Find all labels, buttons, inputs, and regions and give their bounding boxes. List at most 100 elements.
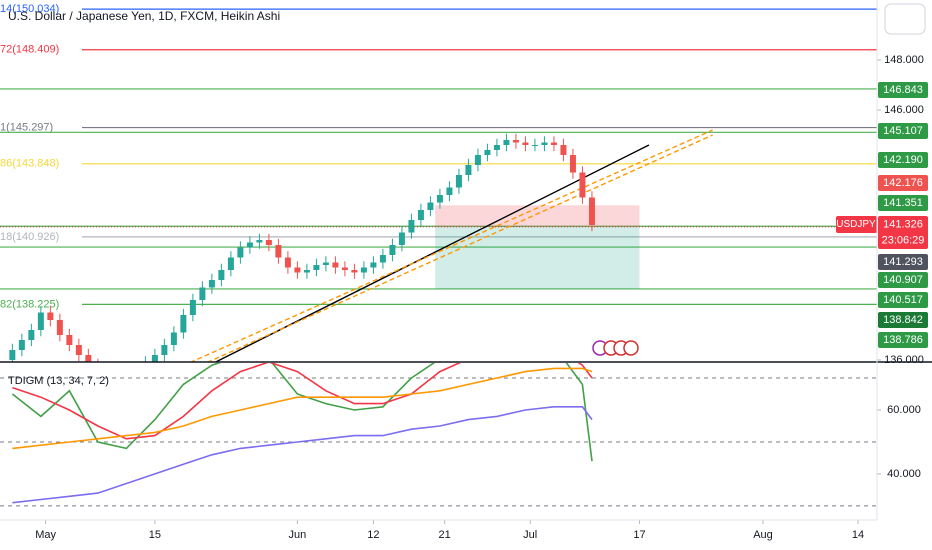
candle-body bbox=[303, 270, 310, 273]
y-tick-label: 148.000 bbox=[884, 54, 924, 66]
candle-body bbox=[522, 142, 529, 145]
candle-body bbox=[351, 270, 358, 273]
candle-body bbox=[531, 145, 538, 146]
price-label: 142.190 bbox=[883, 154, 923, 166]
level-label: 14(150.034) bbox=[0, 3, 59, 15]
y-tick-label: 40.000 bbox=[887, 468, 921, 480]
price-label-box bbox=[878, 254, 928, 270]
x-tick-label: May bbox=[35, 529, 56, 541]
candle-body bbox=[9, 350, 16, 360]
candle-body bbox=[417, 210, 424, 220]
price-label-box bbox=[878, 292, 928, 308]
price-label: 141.351 bbox=[883, 197, 923, 209]
price-label: 141.293 bbox=[883, 256, 923, 268]
candle-body bbox=[246, 242, 253, 248]
level-label: 86(143.848) bbox=[0, 158, 59, 170]
candle-body bbox=[227, 257, 234, 270]
indicator-line bbox=[12, 363, 593, 440]
candle-body bbox=[560, 145, 567, 155]
candle-body bbox=[180, 315, 187, 333]
candle-body bbox=[408, 220, 415, 233]
candle-body bbox=[237, 247, 244, 258]
price-label-box bbox=[878, 152, 928, 168]
price-label-box bbox=[878, 272, 928, 288]
level-label: 72(148.409) bbox=[0, 44, 59, 56]
indicator-line bbox=[12, 406, 593, 504]
indicator-line bbox=[12, 367, 593, 450]
countdown-label: 23:06:29 bbox=[882, 234, 925, 246]
x-tick-label: 14 bbox=[852, 529, 864, 541]
price-label-box bbox=[878, 123, 928, 139]
level-label: 1(145.297) bbox=[0, 121, 53, 133]
candle-body bbox=[474, 155, 481, 165]
price-label-box bbox=[878, 195, 928, 211]
candle-body bbox=[370, 262, 377, 268]
price-label: 146.843 bbox=[883, 84, 923, 96]
candle-body bbox=[199, 287, 206, 300]
stop-zone bbox=[435, 205, 640, 227]
candle-body bbox=[37, 312, 44, 330]
event-icon bbox=[623, 340, 639, 356]
price-label: 145.107 bbox=[883, 125, 923, 137]
trendline bbox=[189, 129, 713, 362]
candle-body bbox=[550, 142, 557, 145]
candle-body bbox=[75, 345, 82, 355]
indicator-title: TDIGM (13, 34, 7, 2) bbox=[8, 375, 109, 387]
candle-body bbox=[189, 300, 196, 315]
candle-body bbox=[341, 267, 348, 270]
x-tick-label: Jul bbox=[523, 529, 537, 541]
candle-body bbox=[427, 202, 434, 210]
candle-body bbox=[18, 340, 25, 350]
price-label: 140.907 bbox=[883, 274, 923, 286]
price-label-box bbox=[878, 175, 928, 191]
x-tick-label: Aug bbox=[753, 529, 773, 541]
target-zone bbox=[435, 226, 640, 289]
candle-body bbox=[493, 145, 500, 150]
candle-body bbox=[484, 150, 491, 155]
candle-body bbox=[512, 140, 519, 143]
candle-body bbox=[389, 245, 396, 255]
candle-body bbox=[436, 195, 443, 203]
trendline bbox=[206, 134, 713, 362]
candle-body bbox=[56, 320, 63, 335]
x-tick-label: 21 bbox=[439, 529, 451, 541]
candle-body bbox=[569, 155, 576, 173]
candle-body bbox=[446, 187, 453, 195]
x-tick-label: Jun bbox=[289, 529, 307, 541]
candle-body bbox=[398, 232, 405, 245]
indicator-line bbox=[11, 363, 593, 462]
candle-body bbox=[541, 142, 548, 145]
candle-body bbox=[465, 165, 472, 175]
y-tick-label: 136.000 bbox=[884, 354, 924, 366]
candle-body bbox=[360, 267, 367, 273]
symbol-box bbox=[836, 216, 877, 233]
candle-body bbox=[161, 345, 168, 355]
price-label: 138.842 bbox=[883, 314, 923, 326]
settings-button[interactable] bbox=[884, 3, 926, 35]
candle-body bbox=[170, 332, 177, 345]
candle-body bbox=[265, 240, 272, 245]
x-tick-label: 15 bbox=[149, 529, 161, 541]
price-label: 140.517 bbox=[883, 294, 923, 306]
price-pane: 14(150.034) 72(148.409) 1(145.297) 86(143.8… bbox=[0, 3, 877, 362]
last-price-box bbox=[878, 216, 928, 249]
level-label: 82(138.225) bbox=[0, 298, 59, 310]
candle-body bbox=[455, 175, 462, 188]
candle-body bbox=[332, 262, 339, 268]
candle-body bbox=[66, 335, 73, 345]
candle-body bbox=[28, 330, 35, 340]
price-label-box bbox=[878, 312, 928, 328]
candle-body bbox=[275, 245, 282, 258]
candle-body bbox=[322, 262, 329, 265]
chart-title: U.S. Dollar / Japanese Yen, 1D, FXCM, He… bbox=[8, 9, 280, 23]
symbol-label: USDJPY bbox=[836, 219, 876, 230]
candle-body bbox=[379, 255, 386, 263]
candle-body bbox=[151, 355, 158, 362]
price-label-box bbox=[878, 332, 928, 348]
trendline bbox=[214, 144, 650, 362]
candle-body bbox=[284, 257, 291, 268]
y-tick-label: 146.000 bbox=[884, 104, 924, 116]
candle-body bbox=[294, 267, 301, 273]
candle-body bbox=[579, 172, 586, 198]
